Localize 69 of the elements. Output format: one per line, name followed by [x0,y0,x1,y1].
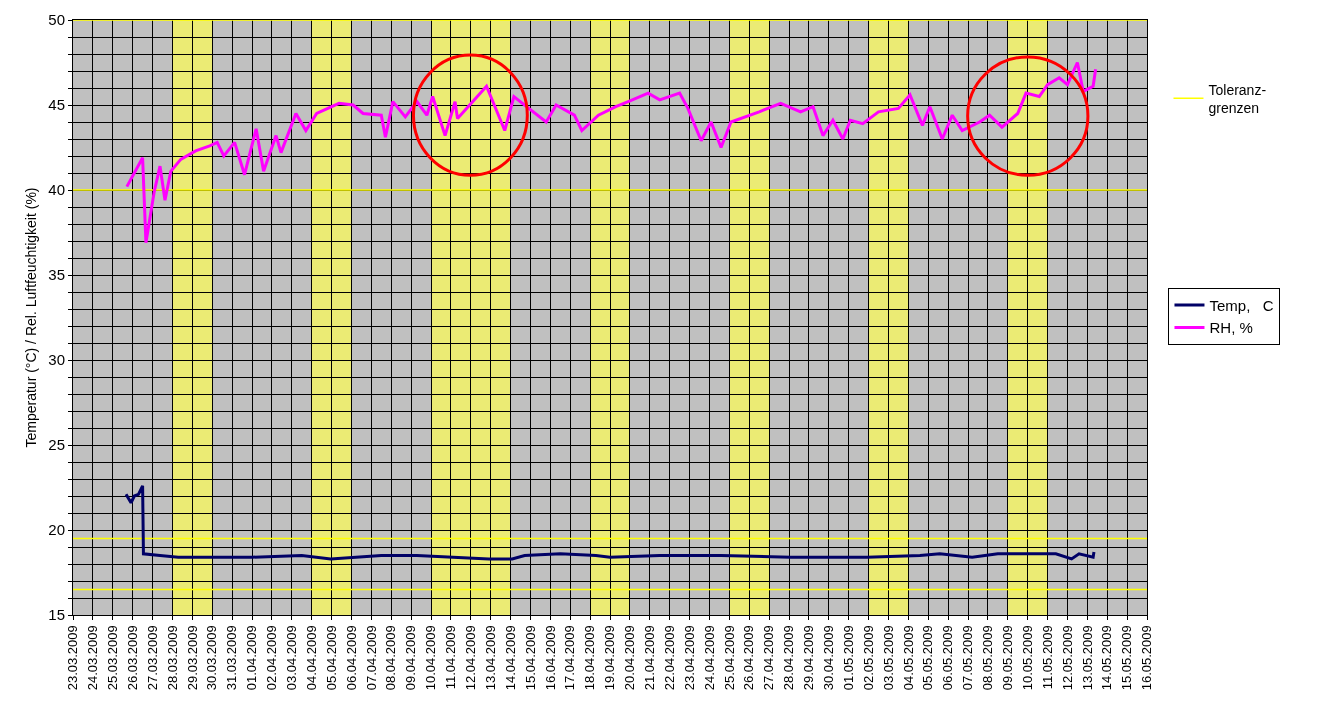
x-tick-label: 01.05.2009 [840,625,856,691]
y-tick-label: 40 [48,181,65,199]
x-tick-label: 27.03.2009 [144,625,160,691]
x-tick-label: 30.04.2009 [821,625,837,691]
x-tick-label: 25.04.2009 [721,625,737,691]
x-tick-label: 18.04.2009 [582,625,598,691]
x-tick-label: 27.04.2009 [761,625,777,691]
x-tick-label: 07.04.2009 [363,625,379,691]
x-tick-label: 09.04.2009 [403,625,419,691]
y-tick-label: 15 [48,606,65,624]
x-tick-label: 02.04.2009 [264,625,280,691]
x-tick-label: 12.04.2009 [463,625,479,691]
x-tick-label: 12.05.2009 [1059,625,1075,691]
y-axis-title: Temperatur (°C) / Rel. Luftfeuchtigkeit (%) [22,187,39,448]
y-tick-label: 30 [48,351,65,369]
y-tick-label: 25 [48,436,65,454]
x-tick-label: 07.05.2009 [960,625,976,691]
line-series [124,484,1096,561]
x-tick-label: 29.03.2009 [184,625,200,691]
x-tick-label: 06.04.2009 [343,625,359,691]
x-tick-label: 26.03.2009 [124,625,140,691]
x-tick-label: 11.05.2009 [1039,625,1055,690]
x-tick-label: 24.03.2009 [85,625,101,691]
x-tick-label: 13.04.2009 [482,625,498,691]
x-tick-label: 04.05.2009 [900,625,916,691]
x-tick-label: 20.04.2009 [622,625,638,691]
x-tick-label: 21.04.2009 [642,625,658,691]
x-tick-label: 03.05.2009 [880,625,896,691]
x-tick-label: 08.05.2009 [980,625,996,691]
legend-label: RH, % [1209,319,1253,337]
x-tick-label: 14.04.2009 [502,625,518,691]
x-tick-label: 15.05.2009 [1119,625,1135,691]
x-tick-label: 13.05.2009 [1079,625,1095,691]
y-tick-label: 20 [48,521,65,539]
x-tick-label: 11.04.2009 [443,625,459,690]
x-tick-label: 28.04.2009 [781,625,797,691]
x-tick-label: 09.05.2009 [1000,625,1016,691]
y-tick-label: 35 [48,266,65,284]
x-tick-label: 08.04.2009 [383,625,399,691]
x-tick-label: 15.04.2009 [522,625,538,691]
x-tick-label: 23.03.2009 [65,625,81,691]
x-tick-label: 10.05.2009 [1019,625,1035,691]
x-tick-label: 16.05.2009 [1139,625,1155,691]
x-tick-label: 26.04.2009 [741,625,757,691]
x-tick-label: 02.05.2009 [860,625,876,691]
x-tick-label: 06.05.2009 [940,625,956,691]
x-tick-label: 16.04.2009 [542,625,558,691]
x-tick-label: 22.04.2009 [661,625,677,691]
x-tick-label: 31.03.2009 [224,625,240,691]
x-tick-label: 05.05.2009 [920,625,936,691]
legend-label: Toleranz-grenzen [1208,81,1267,116]
x-tick-label: 14.05.2009 [1099,625,1115,691]
x-tick-label: 24.04.2009 [701,625,717,691]
x-tick-label: 28.03.2009 [164,625,180,691]
x-tick-label: 01.04.2009 [244,625,260,691]
x-tick-label: 30.03.2009 [204,625,220,691]
x-tick-label: 10.04.2009 [423,625,439,691]
x-tick-label: 04.04.2009 [303,625,319,691]
legend-label: Temp, C [1209,296,1274,314]
x-tick-label: 29.04.2009 [801,625,817,691]
y-tick-label: 50 [48,11,65,29]
line-series [125,61,1098,245]
x-tick-label: 17.04.2009 [562,625,578,691]
x-tick-label: 19.04.2009 [602,625,618,691]
x-tick-label: 25.03.2009 [105,625,120,691]
x-tick-label: 03.04.2009 [284,625,300,691]
x-tick-label: 23.04.2009 [681,625,697,691]
y-tick-label: 45 [48,96,65,114]
x-tick-label: 05.04.2009 [323,625,339,691]
